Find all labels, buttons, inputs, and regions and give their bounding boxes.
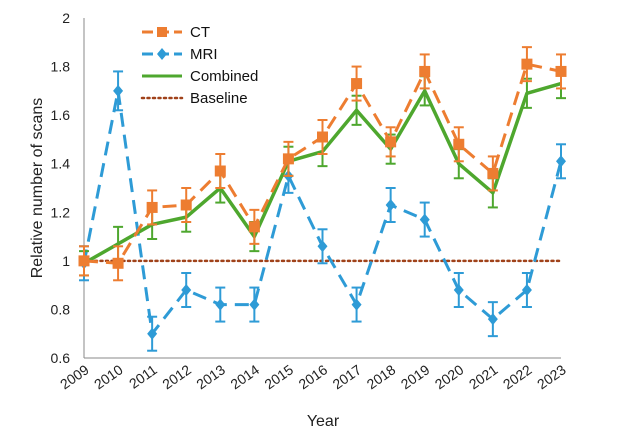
series-ct-point — [78, 255, 90, 267]
axes — [83, 18, 561, 359]
series-ct-point — [282, 153, 294, 165]
y-tick-label: 0.8 — [51, 301, 71, 317]
x-tick-label: 2019 — [398, 361, 433, 392]
y-tick-label: 1.6 — [51, 107, 71, 123]
legend-marker-mri — [157, 48, 167, 60]
legend-label-combined: Combined — [190, 68, 258, 85]
x-tick-label: 2013 — [193, 361, 228, 392]
y-tick-label: 1.4 — [51, 156, 71, 172]
legend: CT MRI Combined Baseline — [140, 24, 258, 107]
series-ct-point — [351, 78, 363, 90]
x-tick-label: 2014 — [227, 361, 262, 392]
series-mri-point — [317, 240, 328, 253]
series-ct-point — [555, 65, 567, 77]
series-ct-point — [453, 138, 465, 150]
series-mri-point — [419, 213, 430, 226]
legend-marker-ct — [157, 27, 167, 37]
legend-label-mri: MRI — [190, 46, 218, 63]
x-tick-label: 2016 — [296, 361, 331, 392]
legend-item-baseline: Baseline — [140, 90, 248, 107]
series-mri-point — [556, 155, 566, 168]
x-tick-label: 2018 — [364, 361, 399, 392]
series-mri-point — [453, 284, 464, 296]
x-tick-label: 2017 — [330, 361, 365, 392]
series-ct-point — [385, 136, 397, 148]
y-tick-label: 1.2 — [51, 204, 71, 220]
x-axis-title: Year — [307, 413, 340, 430]
y-tick-labels: 0.6 0.8 1 1.2 1.4 1.6 1.8 2 — [51, 10, 71, 366]
series-ct-point — [112, 257, 124, 269]
series-ct-point — [317, 131, 328, 143]
y-tick-label: 1 — [62, 253, 70, 269]
legend-item-combined: Combined — [142, 68, 258, 85]
legend-item-ct: CT — [142, 24, 210, 41]
y-tick-label: 0.6 — [51, 350, 71, 366]
series-ct-point — [180, 199, 192, 211]
x-tick-label: 2010 — [91, 361, 126, 392]
x-tick-labels: 2009 2010 2011 2012 2013 2014 2015 2016 2017 2018… — [57, 361, 569, 392]
x-tick-label: 2012 — [159, 361, 194, 392]
series-ct — [78, 46, 567, 282]
series-mri-point — [113, 84, 124, 97]
series-mri-point — [147, 327, 158, 340]
series-ct-point — [419, 65, 431, 77]
series-mri-point — [249, 298, 260, 311]
series-mri-point — [385, 199, 396, 211]
series-ct-point — [487, 167, 499, 179]
legend-label-baseline: Baseline — [190, 90, 248, 107]
series-ct-point — [521, 58, 533, 70]
x-tick-label: 2021 — [466, 361, 501, 392]
y-tick-label: 2 — [62, 10, 70, 26]
series-mri-point — [351, 298, 362, 311]
series-ct-point — [248, 221, 260, 233]
series-mri-point — [487, 313, 498, 326]
y-tick-label: 1.8 — [51, 59, 71, 75]
x-tick-label: 2023 — [534, 361, 569, 392]
series-layer — [78, 46, 567, 352]
x-tick-label: 2015 — [261, 361, 296, 392]
series-mri-point — [181, 284, 192, 296]
series-mri-point — [215, 298, 226, 311]
series-ct-point — [146, 201, 158, 213]
legend-item-mri: MRI — [142, 46, 218, 63]
x-tick-label: 2020 — [432, 361, 467, 392]
legend-label-ct: CT — [190, 24, 210, 41]
series-ct-point — [214, 165, 226, 177]
y-axis-title: Relative number of scans — [29, 98, 46, 279]
x-tick-label: 2011 — [126, 361, 160, 391]
series-mri-point — [521, 284, 532, 296]
x-tick-label: 2022 — [500, 361, 535, 392]
